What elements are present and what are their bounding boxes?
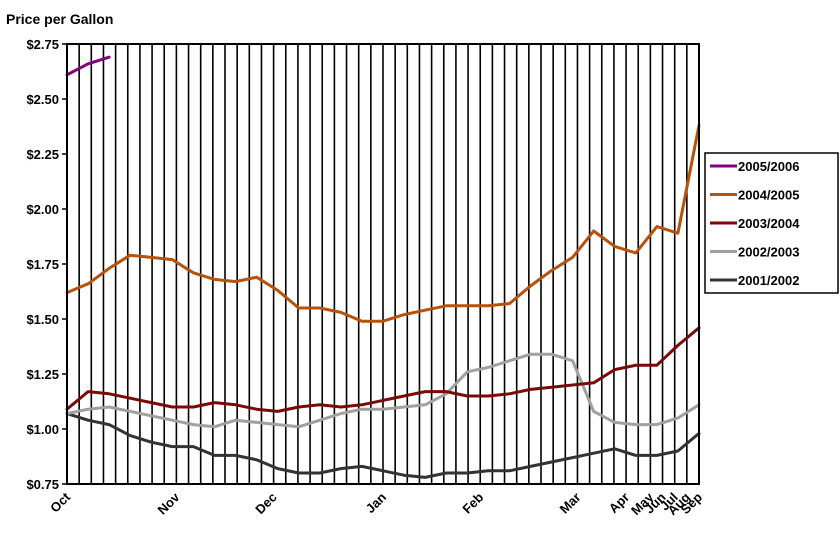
x-tick-label: Feb xyxy=(459,489,486,516)
legend-label: 2004/2005 xyxy=(738,188,799,203)
series-lines xyxy=(65,55,701,479)
series-line-2004-2005 xyxy=(65,123,701,323)
legend-label: 2002/2003 xyxy=(738,245,799,260)
legend-label: 2001/2002 xyxy=(738,273,799,288)
legend-label: 2003/2004 xyxy=(738,216,800,231)
series-line-2001-2002 xyxy=(65,412,701,479)
y-tick-label: $0.75 xyxy=(26,477,59,492)
y-tick-label: $1.75 xyxy=(26,257,59,272)
series-line-2003-2004 xyxy=(65,326,701,413)
gridlines xyxy=(78,44,688,484)
legend: 2005/2006 2004/2005 2003/2004 2002/2003 2001… xyxy=(704,152,839,294)
series-line-2005-2006 xyxy=(65,55,111,77)
x-tick-label: Apr xyxy=(606,490,632,516)
x-tick-label: Jan xyxy=(363,489,389,515)
y-tick-label: $2.00 xyxy=(26,202,59,217)
y-tick-label: $2.50 xyxy=(26,92,59,107)
x-tick-label: Nov xyxy=(155,489,184,518)
x-tick-label: Dec xyxy=(252,490,279,517)
y-tick-label: $1.00 xyxy=(26,422,59,437)
series-line-2002-2003 xyxy=(65,352,701,429)
legend-label: 2005/2006 xyxy=(738,159,799,174)
y-tick-label: $1.50 xyxy=(26,312,59,327)
y-tick-label: $2.75 xyxy=(26,37,59,52)
x-tick-label: Oct xyxy=(47,489,73,515)
y-axis-title: Price per Gallon xyxy=(6,11,113,27)
y-axis: $0.75 $1.00 $1.25 $1.50 $1.75 $2.00 $2.25 $2.50… xyxy=(26,37,67,492)
y-tick-label: $2.25 xyxy=(26,147,59,162)
y-tick-label: $1.25 xyxy=(26,367,59,382)
x-tick-label: Mar xyxy=(557,490,584,517)
